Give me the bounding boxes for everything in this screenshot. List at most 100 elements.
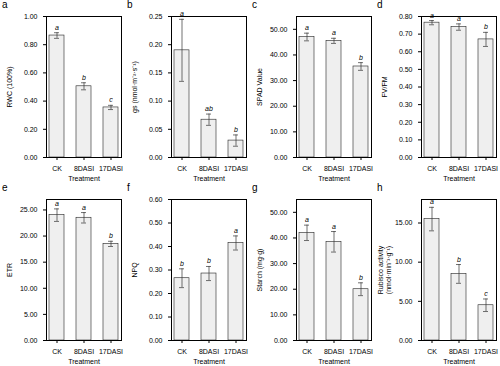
svg-text:20.00: 20.00: [20, 232, 38, 239]
svg-text:Treatment: Treatment: [193, 358, 225, 365]
svg-text:0.30: 0.30: [399, 101, 413, 108]
svg-text:50.00: 50.00: [270, 26, 288, 33]
svg-text:8DASI: 8DASI: [74, 348, 94, 355]
svg-text:0.50: 0.50: [149, 219, 163, 226]
svg-text:0.00: 0.00: [24, 337, 38, 344]
svg-text:0.70: 0.70: [399, 30, 413, 37]
svg-text:a: a: [305, 216, 309, 223]
svg-text:a: a: [55, 200, 59, 207]
svg-text:CK: CK: [427, 348, 437, 355]
svg-text:0.20: 0.20: [399, 118, 413, 125]
svg-text:5.00: 5.00: [24, 311, 38, 318]
svg-text:CK: CK: [302, 348, 312, 355]
svg-text:0.50: 0.50: [399, 66, 413, 73]
svg-text:1.00: 1.00: [24, 13, 38, 20]
svg-text:a: a: [55, 24, 59, 31]
svg-text:0.20: 0.20: [149, 290, 163, 297]
svg-text:b: b: [484, 23, 488, 30]
svg-text:0.15: 0.15: [149, 69, 163, 76]
svg-text:0.10: 0.10: [399, 136, 413, 143]
svg-text:0.00: 0.00: [149, 337, 163, 344]
svg-text:8DASI: 8DASI: [449, 165, 469, 172]
svg-text:0.60: 0.60: [24, 69, 38, 76]
svg-text:8DASI: 8DASI: [324, 165, 344, 172]
svg-text:0.60: 0.60: [399, 48, 413, 55]
svg-text:Treatment: Treatment: [318, 175, 350, 182]
svg-text:17DASI: 17DASI: [224, 348, 248, 355]
svg-text:b: b: [234, 126, 238, 133]
svg-text:8DASI: 8DASI: [74, 165, 94, 172]
svg-text:8DASI: 8DASI: [449, 348, 469, 355]
svg-text:40.00: 40.00: [270, 51, 288, 58]
svg-text:Treatment: Treatment: [193, 175, 225, 182]
svg-text:0.00: 0.00: [399, 154, 413, 161]
svg-text:ab: ab: [205, 105, 213, 112]
svg-text:8DASI: 8DASI: [324, 348, 344, 355]
svg-text:15.00: 15.00: [395, 219, 413, 226]
svg-text:a: a: [234, 227, 238, 234]
svg-text:20.00: 20.00: [270, 102, 288, 109]
svg-text:c: c: [484, 290, 488, 297]
svg-text:17DASI: 17DASI: [99, 348, 123, 355]
svg-text:0.05: 0.05: [149, 126, 163, 133]
svg-text:0.00: 0.00: [24, 154, 38, 161]
svg-text:a: a: [332, 29, 336, 36]
svg-text:0.10: 0.10: [149, 97, 163, 104]
svg-text:a: a: [457, 15, 461, 22]
svg-text:17DASI: 17DASI: [224, 165, 248, 172]
svg-text:Treatment: Treatment: [318, 358, 350, 365]
svg-text:10.00: 10.00: [270, 311, 288, 318]
svg-text:b: b: [82, 74, 86, 81]
svg-text:CK: CK: [177, 348, 187, 355]
svg-text:17DASI: 17DASI: [349, 348, 373, 355]
svg-text:b: b: [180, 260, 184, 267]
svg-text:Treatment: Treatment: [68, 175, 100, 182]
svg-text:30.00: 30.00: [270, 260, 288, 267]
svg-text:10.00: 10.00: [270, 128, 288, 135]
svg-text:40.00: 40.00: [270, 234, 288, 241]
svg-text:0.40: 0.40: [399, 83, 413, 90]
svg-text:CK: CK: [427, 165, 437, 172]
svg-text:0.80: 0.80: [399, 13, 413, 20]
svg-text:17DASI: 17DASI: [474, 348, 498, 355]
svg-text:8DASI: 8DASI: [199, 348, 219, 355]
svg-text:b: b: [359, 274, 363, 281]
svg-text:b: b: [359, 54, 363, 61]
svg-text:b: b: [457, 256, 461, 263]
svg-text:17DASI: 17DASI: [349, 165, 373, 172]
svg-text:0.80: 0.80: [24, 41, 38, 48]
svg-text:0.30: 0.30: [149, 266, 163, 273]
svg-text:CK: CK: [52, 348, 62, 355]
svg-text:15.00: 15.00: [20, 258, 38, 265]
svg-text:17DASI: 17DASI: [99, 165, 123, 172]
svg-text:0.00: 0.00: [274, 337, 288, 344]
svg-text:0.20: 0.20: [24, 126, 38, 133]
svg-text:20.00: 20.00: [270, 285, 288, 292]
svg-text:0.00: 0.00: [149, 154, 163, 161]
svg-text:0.20: 0.20: [149, 41, 163, 48]
svg-text:CK: CK: [52, 165, 62, 172]
svg-text:a: a: [332, 223, 336, 230]
svg-text:Treatment: Treatment: [443, 175, 475, 182]
svg-text:50.00: 50.00: [270, 209, 288, 216]
svg-text:25.00: 25.00: [20, 206, 38, 213]
svg-text:CK: CK: [302, 165, 312, 172]
svg-text:0.40: 0.40: [24, 97, 38, 104]
svg-text:5.00: 5.00: [399, 298, 413, 305]
svg-text:a: a: [430, 12, 434, 19]
svg-text:b: b: [109, 232, 113, 239]
svg-text:a: a: [305, 24, 309, 31]
svg-text:CK: CK: [177, 165, 187, 172]
svg-text:0.10: 0.10: [149, 313, 163, 320]
svg-text:0.25: 0.25: [149, 13, 163, 20]
svg-text:10.00: 10.00: [395, 258, 413, 265]
svg-text:0.60: 0.60: [149, 196, 163, 203]
svg-text:0.00: 0.00: [399, 337, 413, 344]
svg-text:a: a: [82, 204, 86, 211]
svg-text:10.00: 10.00: [20, 285, 38, 292]
svg-text:8DASI: 8DASI: [199, 165, 219, 172]
svg-text:b: b: [207, 257, 211, 264]
svg-text:0.00: 0.00: [274, 154, 288, 161]
svg-text:0.40: 0.40: [149, 243, 163, 250]
svg-text:30.00: 30.00: [270, 77, 288, 84]
